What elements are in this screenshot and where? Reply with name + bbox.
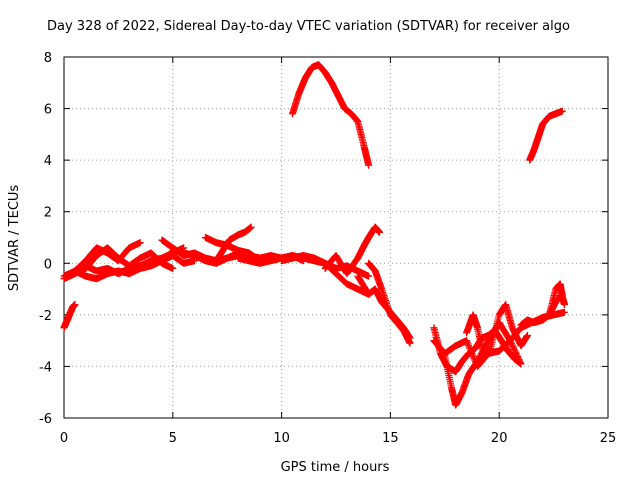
data-point xyxy=(469,351,477,359)
data-point xyxy=(471,356,479,364)
y-tick-label: -6 xyxy=(39,412,52,427)
y-tick-label: -2 xyxy=(39,309,52,324)
data-point xyxy=(463,337,471,345)
data-point xyxy=(523,331,531,339)
data-point xyxy=(560,308,568,316)
data-point xyxy=(558,107,566,115)
x-tick-label: 25 xyxy=(600,431,617,446)
series-arc14 xyxy=(365,259,414,347)
x-tick-label: 20 xyxy=(491,431,508,446)
axis-ticks xyxy=(63,56,609,419)
data-point xyxy=(471,358,479,366)
series-arc21 xyxy=(545,280,568,319)
series-arc1 xyxy=(60,301,79,332)
series-arc15 xyxy=(288,61,373,169)
y-tick-label: -4 xyxy=(39,360,52,375)
data-point xyxy=(406,339,414,347)
data-point xyxy=(463,338,471,346)
y-tick-label: 0 xyxy=(44,257,52,272)
x-tick-label: 0 xyxy=(60,431,68,446)
x-tick-label: 5 xyxy=(169,431,177,446)
x-tick-label: 10 xyxy=(273,431,290,446)
data-point xyxy=(169,264,177,272)
grid-lines xyxy=(64,57,608,418)
data-point xyxy=(467,348,475,356)
data-point xyxy=(560,301,568,309)
y-tick-labels: -6 -4 -2 0 2 4 6 8 xyxy=(39,51,52,427)
data-point xyxy=(464,340,472,348)
plot-frame xyxy=(63,56,609,419)
data-point xyxy=(136,239,144,247)
data-point xyxy=(467,346,475,354)
data-point xyxy=(466,345,474,353)
x-axis-label: GPS time / hours xyxy=(281,460,390,475)
data-point xyxy=(376,228,384,236)
y-tick-label: 4 xyxy=(44,154,52,169)
data-point xyxy=(465,341,473,349)
data-point xyxy=(365,161,373,169)
x-tick-label: 15 xyxy=(382,431,399,446)
data-point xyxy=(247,223,255,231)
y-axis-label: SDTVAR / TECUs xyxy=(7,185,22,292)
data-points xyxy=(60,61,568,409)
data-point xyxy=(365,272,373,280)
data-point xyxy=(517,360,525,368)
y-tick-label: 2 xyxy=(44,206,52,221)
data-point xyxy=(470,354,478,362)
x-tick-labels: 0 5 10 15 20 25 xyxy=(60,431,616,446)
y-tick-label: 8 xyxy=(44,51,52,66)
chart-title: Day 328 of 2022, Sidereal Day-to-day VTE… xyxy=(47,19,570,34)
data-point xyxy=(469,353,477,361)
series-arc18 xyxy=(463,301,531,360)
series-arc12 xyxy=(321,223,384,278)
series-arc20 xyxy=(517,290,566,329)
series-arc9 xyxy=(201,234,264,265)
data-point xyxy=(468,350,476,358)
series-arc22 xyxy=(526,107,566,164)
data-point xyxy=(71,301,79,309)
data-point xyxy=(465,343,473,351)
series-arc8 xyxy=(212,223,255,265)
data-point xyxy=(516,358,524,366)
y-tick-label: 6 xyxy=(44,103,52,118)
